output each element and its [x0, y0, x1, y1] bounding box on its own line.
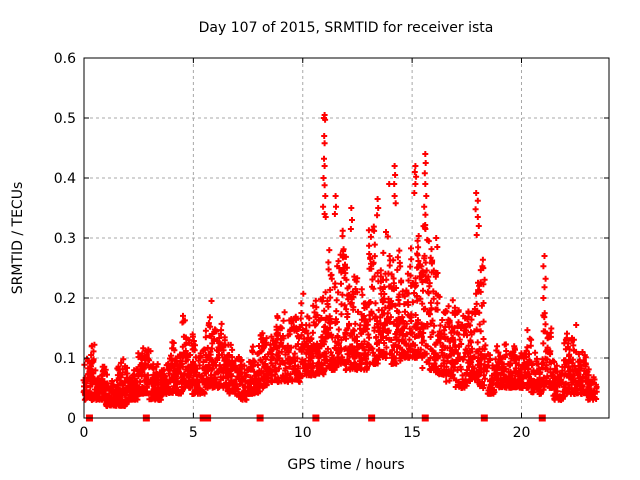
x-tick-label: 10	[294, 425, 312, 441]
axis-tick-labels: 0 5 10 15 20 0 0.1 0.2 0.3 0.4 0.5 0.6	[54, 51, 531, 441]
y-tick-label: 0.4	[54, 171, 76, 187]
chart-title: Day 107 of 2015, SRMTID for receiver ist…	[199, 20, 494, 36]
x-tick-label: 0	[80, 425, 89, 441]
y-tick-label: 0.6	[54, 51, 76, 67]
y-tick-label: 0	[67, 411, 76, 427]
y-tick-label: 0.5	[54, 111, 76, 127]
y-axis-label: SRMTID / TECUs	[10, 182, 26, 295]
scatter-points	[80, 112, 600, 409]
x-tick-label: 20	[513, 425, 531, 441]
y-tick-label: 0.3	[54, 231, 76, 247]
x-tick-label: 5	[189, 425, 198, 441]
y-tick-label: 0.2	[54, 291, 76, 307]
y-tick-label: 0.1	[54, 351, 76, 367]
x-tick-label: 15	[403, 425, 421, 441]
axis-ticks	[83, 57, 609, 419]
x-axis-label: GPS time / hours	[287, 457, 404, 473]
